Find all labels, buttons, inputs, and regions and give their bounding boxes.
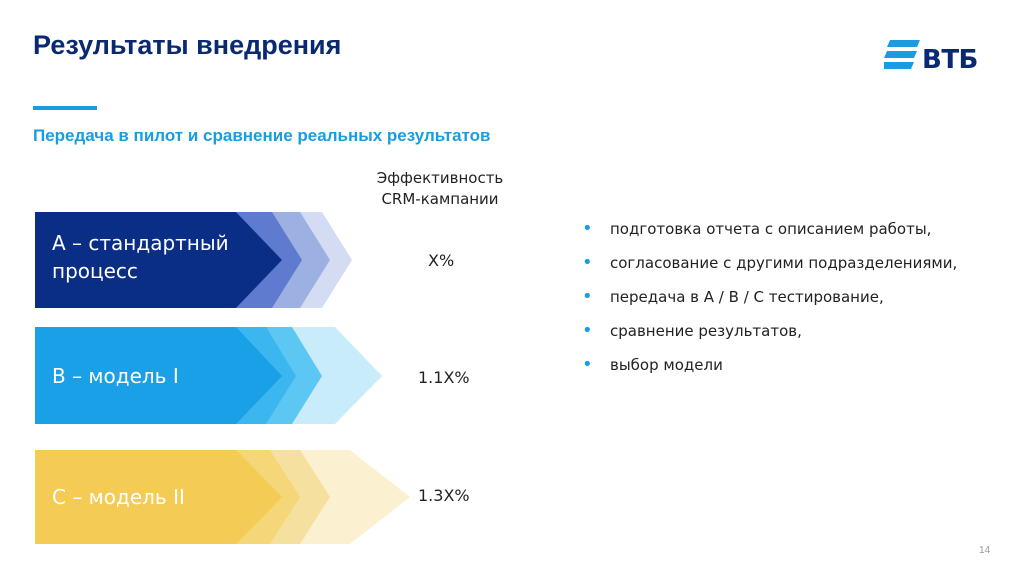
bullet-text: сравнение результатов, <box>610 322 802 340</box>
row-b-label: В – модель I <box>52 362 179 390</box>
column-header-line-2: CRM-кампании <box>381 190 499 208</box>
row-a-value: X% <box>428 251 455 270</box>
column-header-line-1: Эффективность <box>376 169 504 187</box>
bullet-item: • передача в А / В / С тестирование, <box>580 286 1000 320</box>
bullet-text: согласование с другими подразделениями, <box>610 254 958 272</box>
bullet-text: передача в А / В / С тестирование, <box>610 288 884 306</box>
chevron-row-c <box>35 450 410 544</box>
bullet-text: выбор модели <box>610 356 723 374</box>
bullet-item: • выбор модели <box>580 354 1000 388</box>
slide-subtitle: Передача в пилот и сравнение реальных ре… <box>33 126 491 145</box>
bullet-item: • сравнение результатов, <box>580 320 1000 354</box>
row-c-label: С – модель II <box>52 483 185 511</box>
row-a-label: А – стандартный процесс <box>52 229 229 285</box>
row-b-label-line-1: В – модель I <box>52 364 179 388</box>
page-number: 14 <box>979 545 991 556</box>
bullet-icon: • <box>582 320 593 341</box>
row-c-label-line-1: С – модель II <box>52 485 185 509</box>
accent-line <box>33 106 97 110</box>
column-header: Эффективность CRM-кампании <box>350 168 530 210</box>
vtb-logo: ВТБ <box>884 40 988 76</box>
row-c-value: 1.3X% <box>418 486 470 505</box>
chevron-row-b <box>35 327 382 424</box>
bullet-icon: • <box>582 354 593 375</box>
row-a-label-line-2: процесс <box>52 259 138 283</box>
bullet-icon: • <box>582 218 593 239</box>
logo-stripes-icon <box>884 40 920 69</box>
chevron-row-a <box>35 212 352 308</box>
logo-text: ВТБ <box>922 45 978 75</box>
bullet-icon: • <box>582 252 593 273</box>
bullet-list: • подготовка отчета с описанием работы, •… <box>580 218 1000 388</box>
bullet-item: • согласование с другими подразделениями, <box>580 252 1000 286</box>
slide-title: Результаты внедрения <box>33 30 342 60</box>
row-b-value: 1.1X% <box>418 368 470 387</box>
row-a-label-line-1: А – стандартный <box>52 231 229 255</box>
bullet-item: • подготовка отчета с описанием работы, <box>580 218 1000 252</box>
bullet-text: подготовка отчета с описанием работы, <box>610 220 932 238</box>
bullet-icon: • <box>582 286 593 307</box>
